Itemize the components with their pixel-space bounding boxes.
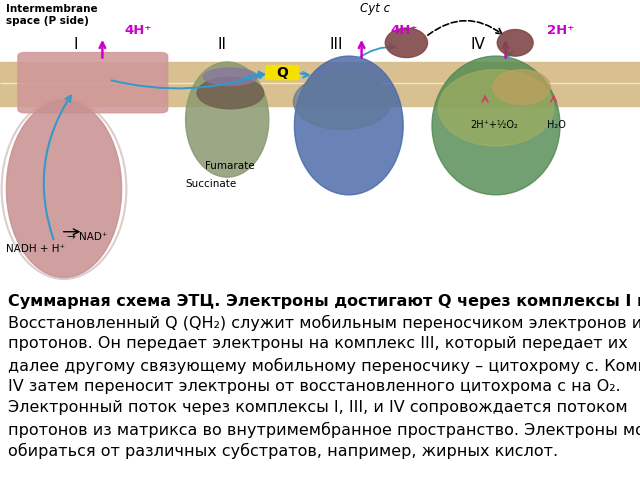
Ellipse shape xyxy=(204,68,257,85)
Text: протонов. Он передает электроны на комплекс III, который передает их: протонов. Он передает электроны на компл… xyxy=(8,336,628,351)
Text: обираться от различных субстратов, например, жирных кислот.: обираться от различных субстратов, напри… xyxy=(8,443,559,459)
Ellipse shape xyxy=(497,30,533,56)
Text: → NAD⁺: → NAD⁺ xyxy=(67,232,108,242)
Bar xyxy=(0,83,640,106)
Ellipse shape xyxy=(186,62,269,177)
Text: Fumarate: Fumarate xyxy=(205,161,255,171)
Ellipse shape xyxy=(385,28,428,58)
Ellipse shape xyxy=(432,56,560,195)
Text: 4H⁺: 4H⁺ xyxy=(390,24,418,36)
Text: Q: Q xyxy=(276,66,288,80)
Text: протонов из матрикса во внутримембранное пространство. Электроны могут: протонов из матрикса во внутримембранное… xyxy=(8,422,640,438)
Text: II: II xyxy=(218,37,227,52)
Text: NADH + H⁺: NADH + H⁺ xyxy=(6,243,65,253)
Ellipse shape xyxy=(493,70,550,105)
Ellipse shape xyxy=(197,77,264,109)
Text: IV: IV xyxy=(470,37,485,52)
Text: I: I xyxy=(74,37,78,52)
Ellipse shape xyxy=(294,74,392,130)
Text: далее другому связующему мобильному переносчику – цитохрому c. Комплекс: далее другому связующему мобильному пере… xyxy=(8,358,640,374)
Ellipse shape xyxy=(294,56,403,195)
Text: IV затем переносит электроны от восстановленного цитохрома c на O₂.: IV затем переносит электроны от восстано… xyxy=(8,379,621,394)
Text: Восстановленный Q (QH₂) служит мобильным переносчиком электронов и: Восстановленный Q (QH₂) служит мобильным… xyxy=(8,315,640,331)
Ellipse shape xyxy=(6,100,122,277)
Text: 2H⁺: 2H⁺ xyxy=(547,24,575,36)
Text: 2H⁺+½O₂: 2H⁺+½O₂ xyxy=(470,120,518,130)
Ellipse shape xyxy=(438,70,554,146)
Text: H₂O: H₂O xyxy=(547,120,566,130)
Text: Intermembrane
space (P side): Intermembrane space (P side) xyxy=(6,4,98,26)
Text: 4H⁺: 4H⁺ xyxy=(125,24,152,36)
Text: III: III xyxy=(330,37,343,52)
Text: Succinate: Succinate xyxy=(186,179,237,189)
FancyBboxPatch shape xyxy=(266,66,299,80)
Bar xyxy=(0,62,640,83)
Text: Электронный поток через комплексы I, III, и IV сопровождается потоком: Электронный поток через комплексы I, III… xyxy=(8,400,628,415)
FancyBboxPatch shape xyxy=(18,52,168,113)
Text: Cyt c: Cyt c xyxy=(360,2,390,15)
Text: Суммарная схема ЭТЦ. Электроны достигают Q через комплексы I и II.: Суммарная схема ЭТЦ. Электроны достигают… xyxy=(8,294,640,309)
